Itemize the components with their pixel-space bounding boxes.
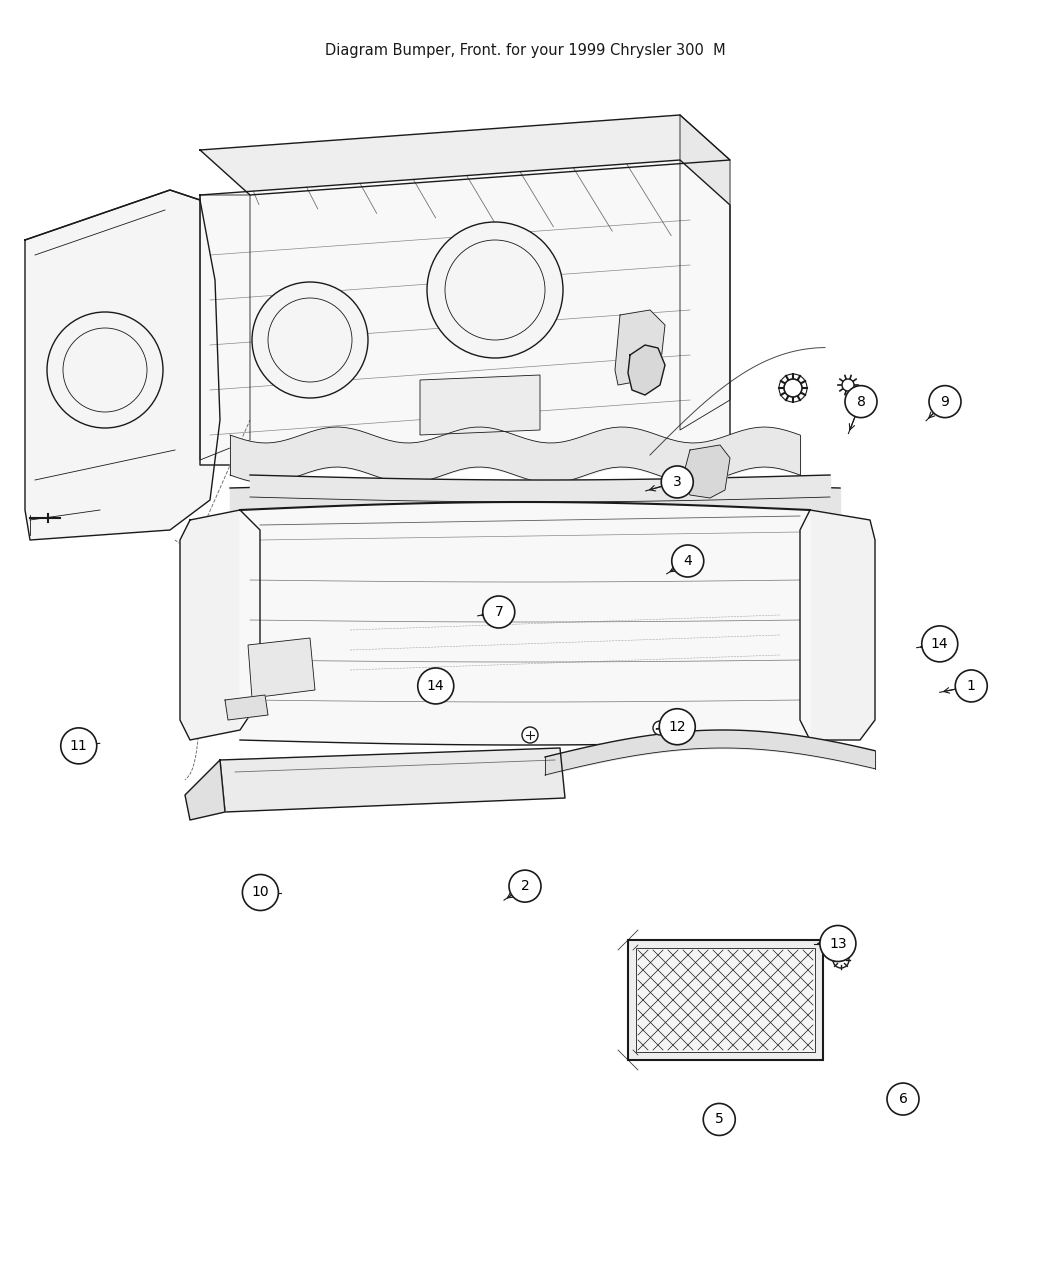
Circle shape [653, 720, 667, 734]
Circle shape [929, 385, 961, 418]
Text: 10: 10 [252, 886, 269, 899]
Text: 9: 9 [941, 395, 949, 408]
Polygon shape [248, 638, 315, 697]
Circle shape [922, 626, 958, 662]
Circle shape [662, 465, 693, 499]
Polygon shape [680, 115, 730, 430]
Circle shape [522, 727, 538, 743]
Polygon shape [225, 695, 268, 720]
Text: 11: 11 [70, 740, 87, 752]
Polygon shape [615, 310, 665, 385]
Text: 3: 3 [673, 476, 681, 488]
Text: 12: 12 [669, 720, 686, 733]
Polygon shape [180, 510, 260, 739]
Circle shape [659, 709, 695, 745]
Polygon shape [25, 190, 220, 541]
Circle shape [820, 926, 856, 961]
Text: 8: 8 [857, 395, 865, 408]
Circle shape [427, 222, 563, 358]
Text: 14: 14 [427, 680, 444, 692]
Circle shape [845, 385, 877, 418]
Polygon shape [200, 195, 250, 460]
Circle shape [61, 728, 97, 764]
Circle shape [483, 595, 514, 629]
Text: 13: 13 [830, 937, 846, 950]
Circle shape [704, 1103, 735, 1136]
Circle shape [956, 669, 987, 703]
Circle shape [509, 870, 541, 903]
Text: 2: 2 [521, 880, 529, 892]
Circle shape [418, 668, 454, 704]
Text: 6: 6 [899, 1093, 907, 1105]
Circle shape [833, 952, 849, 968]
Polygon shape [800, 510, 875, 739]
Polygon shape [628, 346, 665, 395]
Text: 1: 1 [967, 680, 975, 692]
Polygon shape [200, 159, 730, 465]
Polygon shape [682, 445, 730, 499]
Text: 4: 4 [684, 555, 692, 567]
Polygon shape [636, 949, 815, 1052]
Circle shape [784, 379, 802, 397]
Circle shape [672, 544, 704, 578]
Polygon shape [220, 748, 565, 812]
Text: 7: 7 [495, 606, 503, 618]
Polygon shape [628, 940, 823, 1060]
Text: 5: 5 [715, 1113, 723, 1126]
Circle shape [842, 379, 854, 391]
Polygon shape [240, 502, 810, 745]
Polygon shape [420, 375, 540, 435]
Text: Diagram Bumper, Front. for your 1999 Chrysler 300  M: Diagram Bumper, Front. for your 1999 Chr… [324, 42, 726, 57]
Circle shape [252, 282, 368, 398]
Circle shape [243, 875, 278, 910]
Polygon shape [185, 760, 225, 820]
Circle shape [887, 1082, 919, 1116]
Polygon shape [200, 115, 730, 195]
Text: 14: 14 [931, 638, 948, 650]
